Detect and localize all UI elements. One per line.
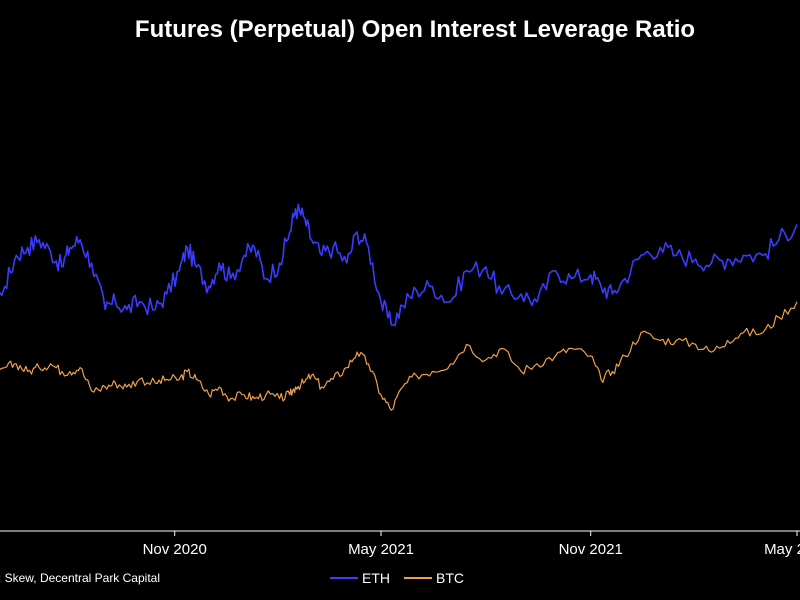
x-tick-label: May 2022 — [764, 541, 800, 558]
chart-title: Futures (Perpetual) Open Interest Levera… — [134, 16, 696, 43]
x-tick-label: May 2021 — [348, 541, 414, 558]
legend-swatch-eth — [330, 577, 358, 579]
series-line-eth — [0, 203, 798, 327]
legend-swatch-btc — [404, 577, 432, 579]
x-tick-label: Nov 2020 — [143, 541, 207, 558]
legend-label-btc: BTC — [436, 570, 464, 586]
series-layer — [0, 203, 798, 411]
x-tick-label: Nov 2021 — [559, 541, 623, 558]
legend-item-eth: ETH — [330, 570, 390, 586]
source-note: Source: Skew, Decentral Park Capital — [0, 571, 160, 585]
legend: ETH BTC — [330, 570, 478, 586]
legend-label-eth: ETH — [362, 570, 390, 586]
legend-item-btc: BTC — [404, 570, 464, 586]
series-line-btc — [0, 301, 798, 411]
